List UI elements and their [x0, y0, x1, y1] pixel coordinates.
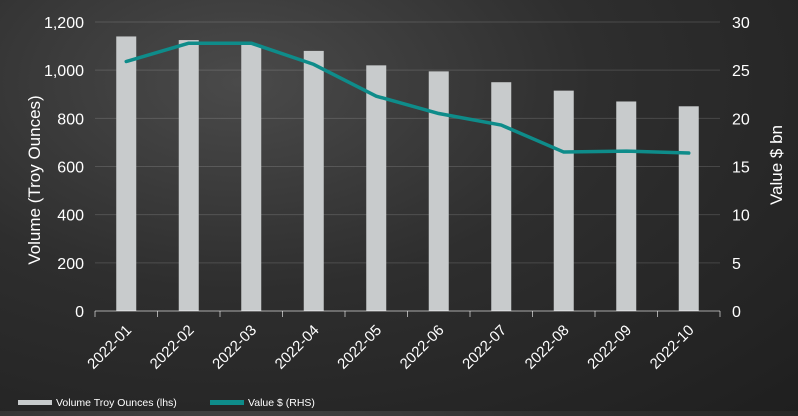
y-tick-label: 1,200 [44, 15, 84, 32]
line-point [188, 42, 190, 44]
y-tick-label: 400 [57, 208, 84, 225]
x-tick-label: 2022-07 [459, 322, 510, 373]
y-tick-label: 1,000 [44, 63, 84, 80]
y2-tick-label: 30 [732, 15, 750, 32]
value-line [124, 41, 691, 155]
grid-lines [95, 21, 720, 264]
bar-series [116, 36, 699, 312]
x-tick-label: 2022-09 [584, 322, 635, 373]
y-axis-title: Volume (Troy Ounces) [25, 95, 44, 264]
y-tick-label: 600 [57, 160, 84, 177]
line-point [125, 60, 127, 62]
line-point [375, 95, 377, 97]
line-series [124, 41, 691, 155]
bar [553, 90, 574, 311]
bar [241, 44, 262, 312]
legend-swatch-value [210, 400, 244, 405]
x-tick-label: 2022-02 [147, 322, 198, 373]
y2-tick-label: 15 [732, 160, 750, 177]
bar [616, 101, 637, 311]
line-point [625, 150, 627, 152]
line-point [563, 151, 565, 153]
y-tick-label: 200 [57, 256, 84, 273]
bar [366, 65, 387, 311]
line-point [688, 152, 690, 154]
y2-tick-label: 20 [732, 111, 750, 128]
bar [491, 82, 512, 311]
line-point [250, 42, 252, 44]
line-point [500, 124, 502, 126]
y2-tick-label: 0 [732, 304, 741, 321]
y2-tick-label: 10 [732, 208, 750, 225]
y2-tick-label: 5 [732, 256, 741, 273]
x-tick-label: 2022-06 [397, 322, 448, 373]
bar [303, 50, 324, 312]
x-tick-label: 2022-10 [647, 322, 698, 373]
x-tick-label: 2022-01 [84, 322, 135, 373]
legend-label-value: Value $ (RHS) [248, 397, 315, 409]
x-tick-label: 2022-05 [334, 322, 385, 373]
y-tick-label: 800 [57, 111, 84, 128]
y-tick-label: 0 [75, 304, 84, 321]
axes: 0 0 200 5 400 10 600 15 800 20 1,000 25 1,200 30 2022-… [44, 15, 750, 373]
y2-tick-label: 25 [732, 63, 750, 80]
x-tick-label: 2022-04 [272, 322, 323, 373]
line-point [438, 113, 440, 115]
line-point [313, 63, 315, 65]
bar [178, 40, 199, 311]
bar [678, 106, 699, 312]
legend-swatch-volume [18, 400, 52, 405]
legend: Volume Troy Ounces (lhs) Value $ (RHS) [18, 397, 315, 409]
bar [116, 36, 137, 311]
x-tick-label: 2022-03 [209, 322, 260, 373]
bar [428, 71, 449, 311]
y2-axis-title: Value $ bn [767, 125, 786, 205]
x-tick-label: 2022-08 [522, 322, 573, 373]
legend-label-volume: Volume Troy Ounces (lhs) [56, 397, 177, 409]
